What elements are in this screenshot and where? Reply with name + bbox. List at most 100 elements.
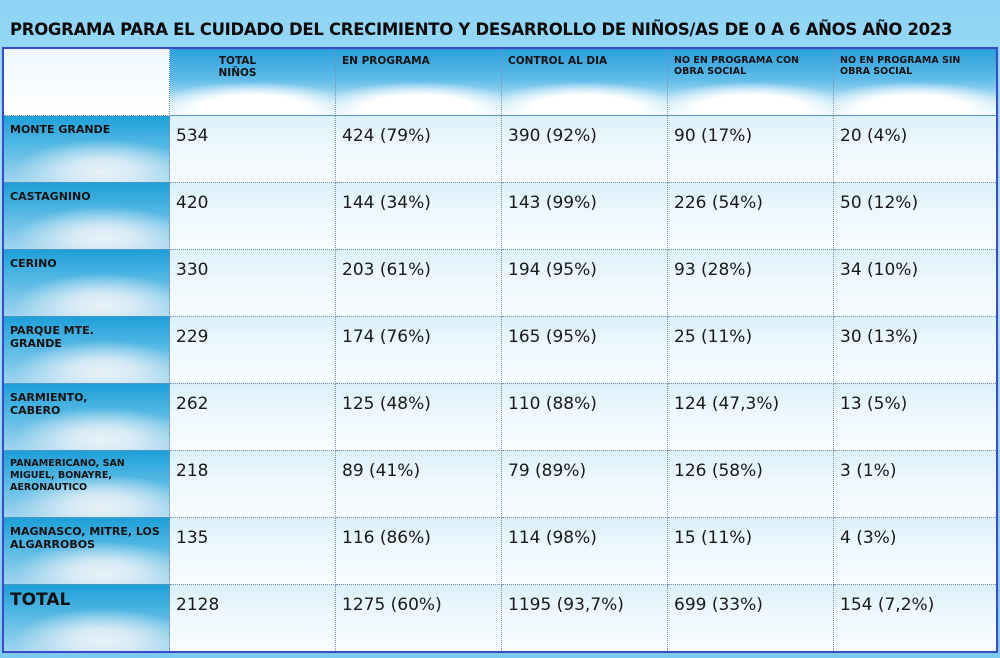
table-cell: 203 (61%) xyxy=(336,250,502,317)
cell-value: 194 (95%) xyxy=(508,260,597,280)
cell-value: 2128 xyxy=(176,595,220,615)
cell-value: 13 (5%) xyxy=(840,394,908,414)
table-cell: 194 (95%) xyxy=(502,250,668,317)
table-cell: 126 (58%) xyxy=(668,451,834,518)
row-header-total: TOTAL xyxy=(4,585,170,651)
cell-value: 262 xyxy=(176,394,209,414)
table-cell: 30 (13%) xyxy=(834,317,996,384)
cell-value: 390 (92%) xyxy=(508,126,597,146)
cell-value: 203 (61%) xyxy=(342,260,431,280)
column-header-no-programa-con-os: NO EN PROGRAMA CON OBRA SOCIAL xyxy=(668,49,834,116)
cell-value: 4 (3%) xyxy=(840,528,897,548)
cell-value: 154 (7,2%) xyxy=(840,595,935,615)
cell-value: 165 (95%) xyxy=(508,327,597,347)
row-label: PANAMERICANO, SAN MIGUEL, BONAYRE, AERON… xyxy=(10,458,125,493)
table-cell-total: 1275 (60%) xyxy=(336,585,502,651)
cell-value: 3 (1%) xyxy=(840,461,897,481)
row-label: SARMIENTO, CABERO xyxy=(10,391,88,417)
table-cell: 89 (41%) xyxy=(336,451,502,518)
column-header-en-programa: EN PROGRAMA xyxy=(336,49,502,116)
header-corner xyxy=(4,49,170,116)
cell-value: 114 (98%) xyxy=(508,528,597,548)
row-label: MONTE GRANDE xyxy=(10,123,111,136)
cell-value: 229 xyxy=(176,327,209,347)
cell-value: 534 xyxy=(176,126,209,146)
table-cell: 4 (3%) xyxy=(834,518,996,585)
table-cell: 79 (89%) xyxy=(502,451,668,518)
row-header: MONTE GRANDE xyxy=(4,116,170,183)
cell-value: 1195 (93,7%) xyxy=(508,595,624,615)
cell-value: 93 (28%) xyxy=(674,260,753,280)
cell-value: 135 xyxy=(176,528,209,548)
cell-value: 34 (10%) xyxy=(840,260,919,280)
table-cell: 144 (34%) xyxy=(336,183,502,250)
table-cell-total: 699 (33%) xyxy=(668,585,834,651)
column-header-control-al-dia: CONTROL AL DIA xyxy=(502,49,668,116)
row-header: PARQUE MTE. GRANDE xyxy=(4,317,170,384)
table-cell: 116 (86%) xyxy=(336,518,502,585)
row-header: CERINO xyxy=(4,250,170,317)
table-cell: 420 xyxy=(170,183,336,250)
column-header-no-programa-sin-os: NO EN PROGRAMA SIN OBRA SOCIAL xyxy=(834,49,996,116)
table-cell: 25 (11%) xyxy=(668,317,834,384)
cell-value: 226 (54%) xyxy=(674,193,763,213)
row-header: CASTAGNINO xyxy=(4,183,170,250)
table-cell: 330 xyxy=(170,250,336,317)
cell-value: 20 (4%) xyxy=(840,126,908,146)
column-header-total-ninos: TOTAL NIÑOS xyxy=(170,49,336,116)
cell-value: 174 (76%) xyxy=(342,327,431,347)
table-cell: 13 (5%) xyxy=(834,384,996,451)
row-label: PARQUE MTE. GRANDE xyxy=(10,324,94,350)
cell-value: 420 xyxy=(176,193,209,213)
table-cell: 424 (79%) xyxy=(336,116,502,183)
table-cell: 534 xyxy=(170,116,336,183)
column-header-label: CONTROL AL DIA xyxy=(508,55,608,67)
row-header: PANAMERICANO, SAN MIGUEL, BONAYRE, AERON… xyxy=(4,451,170,518)
row-header: SARMIENTO, CABERO xyxy=(4,384,170,451)
cell-value: 143 (99%) xyxy=(508,193,597,213)
cell-value: 126 (58%) xyxy=(674,461,763,481)
cell-value: 1275 (60%) xyxy=(342,595,442,615)
cell-value: 144 (34%) xyxy=(342,193,431,213)
column-header-label: TOTAL NIÑOS xyxy=(218,55,257,79)
cell-value: 330 xyxy=(176,260,209,280)
table-cell: 135 xyxy=(170,518,336,585)
cell-value: 79 (89%) xyxy=(508,461,587,481)
table-cell: 20 (4%) xyxy=(834,116,996,183)
table-cell: 165 (95%) xyxy=(502,317,668,384)
cell-value: 424 (79%) xyxy=(342,126,431,146)
table-cell: 390 (92%) xyxy=(502,116,668,183)
table-cell: 229 xyxy=(170,317,336,384)
table-cell: 114 (98%) xyxy=(502,518,668,585)
row-label: TOTAL xyxy=(10,590,71,610)
cell-value: 15 (11%) xyxy=(674,528,753,548)
row-label: CERINO xyxy=(10,257,57,270)
table-cell: 262 xyxy=(170,384,336,451)
row-header: MAGNASCO, MITRE, LOS ALGARROBOS xyxy=(4,518,170,585)
row-label: CASTAGNINO xyxy=(10,190,91,203)
table-cell: 93 (28%) xyxy=(668,250,834,317)
table-cell: 15 (11%) xyxy=(668,518,834,585)
column-header-label: NO EN PROGRAMA CON OBRA SOCIAL xyxy=(674,55,800,77)
cell-value: 125 (48%) xyxy=(342,394,431,414)
cell-value: 90 (17%) xyxy=(674,126,753,146)
cell-value: 30 (13%) xyxy=(840,327,919,347)
table-cell-total: 2128 xyxy=(170,585,336,651)
cell-value: 110 (88%) xyxy=(508,394,597,414)
row-label: MAGNASCO, MITRE, LOS ALGARROBOS xyxy=(10,525,160,551)
column-header-label: EN PROGRAMA xyxy=(342,55,430,67)
data-table: TOTAL NIÑOS EN PROGRAMA CONTROL AL DIA N… xyxy=(2,47,998,653)
cell-value: 218 xyxy=(176,461,209,481)
cell-value: 124 (47,3%) xyxy=(674,394,780,414)
cell-value: 25 (11%) xyxy=(674,327,753,347)
table-cell: 34 (10%) xyxy=(834,250,996,317)
table-cell: 124 (47,3%) xyxy=(668,384,834,451)
table-cell-total: 154 (7,2%) xyxy=(834,585,996,651)
table-cell: 174 (76%) xyxy=(336,317,502,384)
cell-value: 89 (41%) xyxy=(342,461,421,481)
column-header-label: NO EN PROGRAMA SIN OBRA SOCIAL xyxy=(840,55,961,77)
table-cell-total: 1195 (93,7%) xyxy=(502,585,668,651)
table-cell: 143 (99%) xyxy=(502,183,668,250)
table-cell: 90 (17%) xyxy=(668,116,834,183)
cell-value: 699 (33%) xyxy=(674,595,763,615)
